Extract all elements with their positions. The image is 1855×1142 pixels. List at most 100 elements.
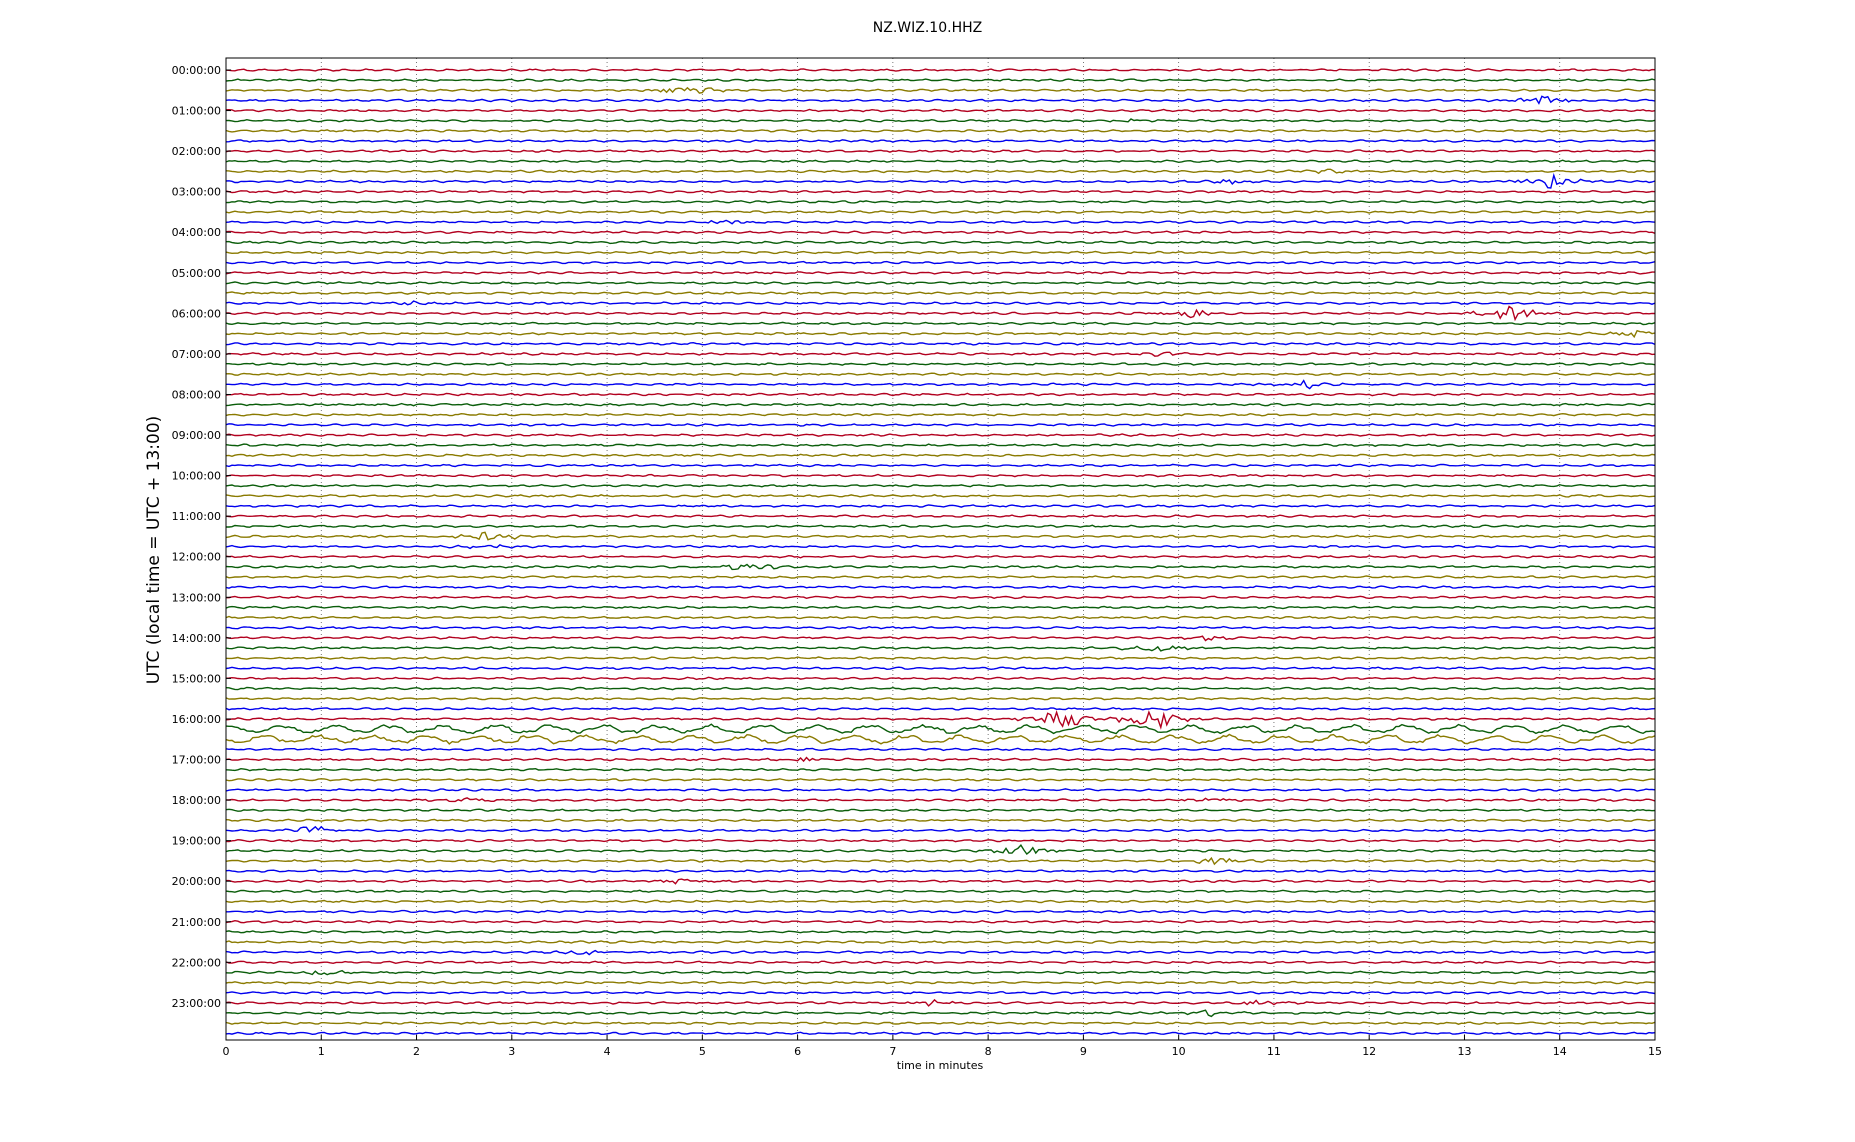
trace-line	[225, 321, 1656, 326]
y-tick-label: 04:00:00	[172, 226, 221, 239]
y-tick-label: 00:00:00	[172, 64, 221, 77]
trace-line	[225, 514, 1656, 518]
trace-line	[225, 1031, 1656, 1036]
trace-line	[225, 563, 1655, 571]
chart-title: NZ.WIZ.10.HHZ	[872, 20, 983, 36]
trace-line	[225, 341, 1656, 346]
y-tick-label: 17:00:00	[172, 754, 221, 767]
trace-line	[225, 696, 1656, 701]
trace-line	[225, 494, 1656, 498]
trace-line	[226, 595, 1656, 600]
trace-line	[225, 960, 1656, 965]
trace-line	[225, 949, 1656, 956]
trace-line	[225, 443, 1656, 448]
trace-line	[225, 463, 1656, 468]
y-tick-label: 15:00:00	[172, 672, 221, 685]
trace-line	[225, 172, 1656, 189]
trace-line	[225, 969, 1656, 976]
trace-line	[225, 329, 1656, 339]
trace-line	[225, 645, 1656, 652]
trace-line	[225, 68, 1656, 72]
trace-line	[225, 78, 1656, 82]
y-tick-label: 01:00:00	[172, 105, 221, 118]
trace-line	[225, 291, 1656, 295]
trace-line	[225, 1009, 1656, 1018]
trace-line	[225, 585, 1656, 589]
y-tick-label: 05:00:00	[172, 267, 221, 280]
x-tick-label: 15	[1648, 1045, 1662, 1058]
trace-line	[225, 168, 1656, 175]
trace-line	[225, 210, 1655, 214]
trace-line	[225, 230, 1656, 235]
trace-line	[225, 797, 1656, 803]
y-axis-ticks: 00:00:00 01:00:00 02:00:00 03:00:00 04:00:00…	[172, 64, 231, 1010]
x-tick-label: 9	[1080, 1045, 1087, 1058]
trace-line	[225, 86, 1656, 94]
trace-line	[225, 351, 1656, 357]
trace-line	[225, 270, 1655, 275]
x-tick-label: 3	[508, 1045, 515, 1058]
x-tick-label: 6	[794, 1045, 801, 1058]
trace-line	[225, 838, 1655, 843]
trace-line	[225, 433, 1656, 437]
trace-line	[226, 362, 1656, 366]
x-tick-label: 4	[604, 1045, 611, 1058]
trace-line	[225, 108, 1656, 113]
y-tick-label: 08:00:00	[172, 388, 221, 401]
trace-line	[225, 453, 1656, 458]
trace-line	[225, 808, 1656, 813]
grid-lines	[320, 58, 1561, 1040]
trace-line	[225, 543, 1656, 550]
trace-line	[225, 706, 1656, 711]
trace-line	[225, 676, 1656, 681]
y-tick-label: 20:00:00	[172, 875, 221, 888]
trace-line	[226, 379, 1656, 390]
x-tick-label: 14	[1553, 1045, 1567, 1058]
y-tick-label: 21:00:00	[172, 916, 221, 929]
trace-line	[225, 412, 1656, 417]
trace-line	[225, 778, 1656, 782]
trace-line	[225, 423, 1656, 427]
trace-line	[225, 666, 1656, 671]
trace-line	[225, 250, 1656, 255]
x-tick-label: 11	[1267, 1045, 1281, 1058]
x-tick-label: 7	[889, 1045, 896, 1058]
trace-line	[225, 219, 1656, 225]
trace-line	[225, 129, 1656, 133]
trace-line	[225, 240, 1656, 245]
trace-line	[225, 889, 1656, 894]
trace-line	[226, 524, 1656, 529]
trace-line	[225, 95, 1656, 105]
trace-line	[225, 980, 1656, 985]
trace-line	[225, 733, 1656, 745]
trace-line	[225, 625, 1656, 630]
trace-line	[225, 575, 1656, 579]
trace-line	[225, 899, 1655, 904]
x-tick-label: 1	[318, 1045, 325, 1058]
trace-line	[225, 189, 1656, 194]
trace-line	[225, 998, 1656, 1007]
x-axis-ticks: 0 1 2 3 4 5 6 7 8 9 10 11 12 13 14 15	[223, 1035, 1662, 1058]
trace-line	[225, 392, 1656, 397]
y-tick-label: 14:00:00	[172, 632, 221, 645]
trace-line	[225, 825, 1656, 833]
trace-line	[225, 402, 1656, 407]
trace-line	[225, 281, 1656, 285]
trace-line	[225, 710, 1656, 730]
trace-line	[225, 930, 1656, 934]
y-tick-label: 06:00:00	[172, 307, 221, 320]
trace-line	[225, 756, 1656, 763]
trace-line	[225, 199, 1656, 204]
trace-line	[225, 788, 1656, 792]
y-tick-label: 02:00:00	[172, 145, 221, 158]
x-tick-label: 5	[699, 1045, 706, 1058]
trace-line	[226, 305, 1656, 322]
trace-line	[225, 605, 1656, 610]
trace-line	[225, 723, 1656, 735]
trace-line	[225, 300, 1656, 306]
trace-line	[225, 635, 1656, 642]
y-tick-label: 13:00:00	[172, 591, 221, 604]
trace-line	[225, 990, 1656, 995]
plot-frame	[225, 57, 1656, 1041]
